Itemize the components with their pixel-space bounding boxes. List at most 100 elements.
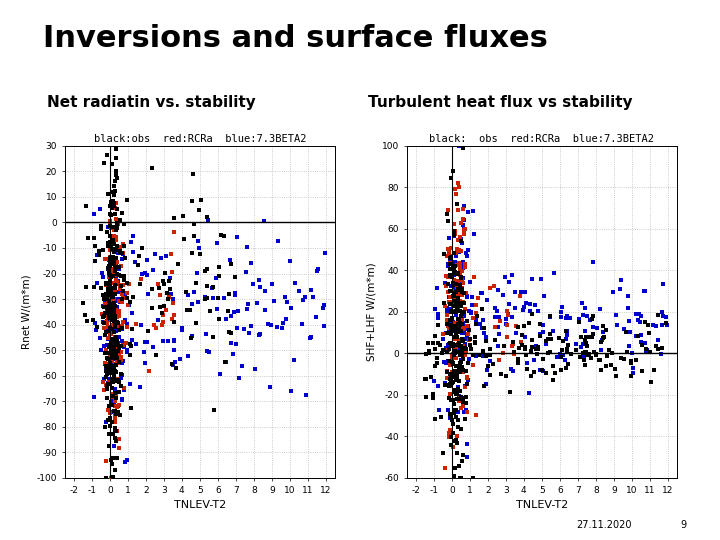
Point [452,305,464,314]
Point [470,320,482,328]
Point [493,313,505,322]
Point [107,270,118,279]
Point [456,335,467,343]
Point [609,364,621,373]
Point [656,350,667,359]
Point [111,376,122,385]
Point [276,323,288,332]
Point [420,375,431,384]
Point [161,288,173,297]
Point [109,177,121,185]
Point [112,337,123,346]
Point [502,311,513,320]
Point [120,338,132,347]
Point [101,417,112,426]
Point [449,284,460,293]
Point [109,290,121,299]
Point [125,404,137,413]
Point [560,334,572,343]
Point [443,261,454,270]
Point [521,365,533,374]
Point [449,300,460,308]
Point [104,269,115,278]
Point [109,346,120,354]
Point [91,278,103,287]
Point [586,353,598,362]
Point [518,303,530,312]
Point [449,346,460,355]
Point [577,349,589,357]
Point [102,354,113,362]
Point [446,325,457,333]
Point [99,349,110,357]
Point [556,303,567,312]
Point [626,359,637,367]
Point [104,302,115,310]
Point [588,323,599,332]
Point [587,311,598,320]
Point [506,313,518,322]
Point [449,349,461,357]
Point [112,401,124,410]
Point [449,321,461,330]
Point [109,360,121,368]
Point [458,307,469,316]
Point [102,279,113,287]
Point [493,356,505,364]
Point [105,223,117,232]
Point [441,310,453,319]
Point [440,282,451,291]
Point [201,281,212,290]
Point [442,406,454,414]
Point [102,362,113,371]
Point [470,352,482,361]
Point [178,234,189,243]
Point [454,462,465,470]
Point [554,349,565,358]
Point [466,307,477,316]
Point [456,457,467,465]
Point [99,296,111,305]
Point [111,226,122,234]
Point [438,335,449,344]
Point [89,393,100,401]
Point [451,368,463,377]
Point [448,351,459,360]
Point [428,376,440,385]
Point [112,277,123,286]
Point [571,346,582,355]
Point [109,350,120,359]
Point [457,368,469,376]
Point [445,374,456,382]
Point [452,348,464,356]
Point [449,436,461,445]
Point [451,390,462,399]
Point [452,268,464,277]
Point [109,281,120,289]
Point [451,298,463,307]
Point [104,279,116,288]
Point [454,351,466,360]
Point [108,187,120,196]
Point [557,351,569,360]
Point [109,303,120,312]
Point [111,219,122,228]
Point [95,284,107,292]
Point [225,339,236,347]
Point [115,348,127,356]
Point [112,223,123,232]
Point [266,280,278,288]
Point [103,305,114,314]
Point [462,376,473,384]
Point [110,214,122,223]
Point [626,349,637,357]
Point [449,268,461,276]
Point [451,304,463,313]
Point [441,343,452,352]
Point [109,232,120,240]
Point [562,360,574,368]
Point [117,356,128,365]
Point [449,319,460,327]
Point [532,345,544,353]
Point [593,356,605,364]
